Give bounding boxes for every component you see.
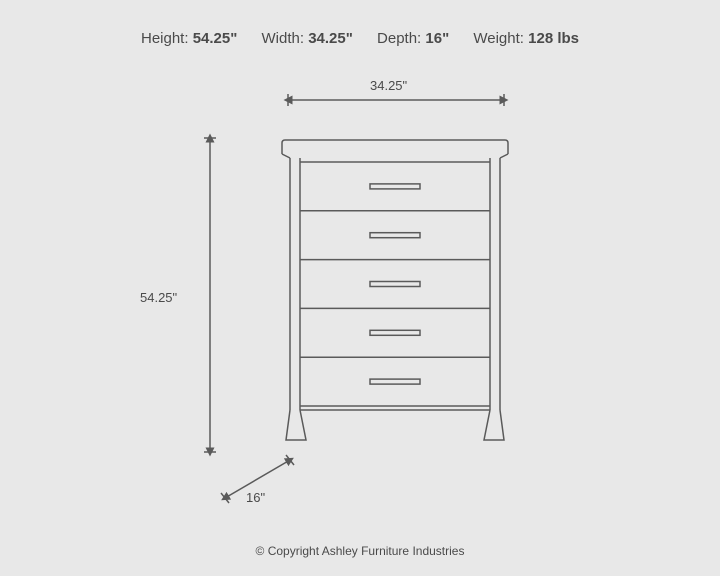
dresser-diagram bbox=[0, 0, 720, 576]
height-callout: 54.25" bbox=[140, 290, 177, 305]
copyright-text: © Copyright Ashley Furniture Industries bbox=[0, 544, 720, 558]
width-callout: 34.25" bbox=[370, 78, 407, 93]
depth-callout: 16" bbox=[246, 490, 265, 505]
